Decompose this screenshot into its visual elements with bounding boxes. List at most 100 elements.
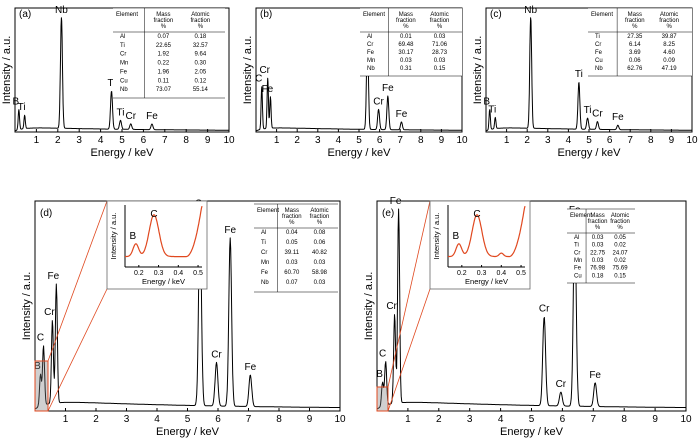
- table-cell: Al: [574, 235, 579, 241]
- table-header: %: [666, 24, 672, 30]
- peak-label: Fe: [396, 109, 408, 120]
- inset-peak-label: C: [473, 209, 480, 220]
- peak-label: Nb: [55, 5, 68, 16]
- peak-label: Fe: [146, 111, 158, 122]
- peak-label: Ti: [18, 102, 26, 113]
- table-cell: 60.70: [284, 270, 300, 276]
- table-cell: 0.22: [158, 61, 170, 67]
- table-cell: 0.01: [400, 34, 412, 40]
- inset-tick-label: 0.3: [154, 270, 164, 277]
- x-tick-label: 5: [586, 135, 592, 146]
- table-header: Atomic: [611, 213, 629, 219]
- zoom-connector: [387, 200, 431, 388]
- spectrum-trace: [34, 213, 340, 410]
- table-cell: Ti: [574, 243, 579, 249]
- table-cell: 1.96: [158, 69, 170, 75]
- table-cell: Mn: [261, 260, 269, 266]
- table-cell: 30.17: [398, 50, 414, 56]
- x-tick-label: 5: [356, 135, 362, 146]
- plot-frame: [376, 200, 687, 412]
- x-tick-label: 4: [498, 414, 504, 425]
- table-cell: 0.02: [614, 258, 626, 264]
- x-tick-label: 6: [141, 135, 147, 146]
- inset-trace: [124, 205, 203, 258]
- peak-label: Cr: [539, 304, 550, 315]
- table-header: Element: [363, 12, 385, 18]
- table-header: Element: [570, 213, 592, 219]
- x-tick-label: 7: [246, 414, 252, 425]
- x-tick-label: 6: [560, 414, 566, 425]
- inset-tick-label: 0.4: [496, 270, 506, 277]
- table-cell: 0.03: [400, 58, 412, 64]
- x-tick-label: 9: [669, 135, 675, 146]
- x-axis-label: Energy / keV: [500, 426, 564, 438]
- table-cell: Al: [367, 34, 372, 40]
- peak-label: Ti: [108, 78, 116, 89]
- table-cell: Fe: [595, 50, 603, 56]
- x-axis-label: Energy / keV: [91, 147, 155, 159]
- zoom-region: [376, 386, 389, 412]
- table-cell: Ti: [595, 34, 600, 40]
- table-header: Mass: [156, 12, 170, 18]
- table-cell: 39.11: [285, 250, 300, 256]
- peak-label: Fe: [244, 362, 256, 373]
- table-header: fraction: [625, 18, 645, 24]
- y-axis-label: Intensity / a.u.: [363, 272, 375, 340]
- table-cell: 0.03: [434, 58, 446, 64]
- inset-peak-label: C: [150, 209, 157, 220]
- table-cell: 22.65: [156, 43, 172, 49]
- y-axis-label: Intensity / a.u.: [21, 272, 33, 340]
- peak-label: Cr: [592, 109, 603, 120]
- peak-label: B: [376, 369, 383, 380]
- table-cell: 73.07: [156, 87, 172, 93]
- table-header: Mass: [628, 12, 642, 18]
- table-header: fraction: [610, 219, 630, 225]
- table-cell: Nb: [595, 66, 603, 72]
- table-header: %: [198, 24, 204, 30]
- table-cell: 24.07: [613, 250, 629, 256]
- table-cell: 0.03: [314, 280, 326, 286]
- table-cell: 22.75: [590, 250, 606, 256]
- table-header: fraction: [310, 214, 330, 220]
- table-header: fraction: [588, 219, 608, 225]
- table-cell: 32.57: [193, 43, 209, 49]
- y-axis-label: Intensity / a.u.: [472, 36, 484, 104]
- x-tick-label: 8: [621, 414, 627, 425]
- spectrum-panel-5: 1 2 3 4 5 6 7 8 9 10 Energy / keV Intensity / a.u. (…: [363, 196, 692, 438]
- table-header: %: [161, 24, 167, 30]
- table-header: Mass: [590, 213, 604, 219]
- inset-trace: [447, 205, 526, 258]
- table-cell: 0.03: [592, 243, 604, 249]
- table-cell: 0.07: [286, 280, 298, 286]
- table-header: Element: [116, 12, 138, 18]
- x-tick-label: 3: [315, 135, 321, 146]
- x-tick-label: 4: [98, 135, 104, 146]
- x-tick-label: 9: [439, 135, 445, 146]
- table-cell: 0.30: [195, 61, 207, 67]
- table-cell: 0.09: [663, 58, 675, 64]
- table-cell: 0.07: [158, 34, 170, 40]
- x-tick-label: 1: [274, 135, 280, 146]
- spectrum-trace: [14, 17, 230, 132]
- table-cell: 47.19: [662, 66, 678, 72]
- table-cell: Al: [261, 230, 266, 236]
- panel-label: (a): [19, 9, 31, 20]
- x-tick-label: 7: [397, 135, 403, 146]
- peak-label: Fe: [382, 83, 394, 94]
- zoom-region: [34, 360, 49, 412]
- panel-label: (e): [382, 208, 394, 219]
- table-header: Element: [257, 208, 279, 214]
- panel-label: (d): [40, 208, 52, 219]
- inset-y-label: Intensity / a.u.: [432, 213, 441, 260]
- peak-label: B: [483, 96, 490, 107]
- spectrum-panel-4: 1 2 3 4 5 6 7 8 9 10 Energy / keV Intensity / a.u. (…: [21, 199, 346, 438]
- table-cell: 0.03: [286, 260, 298, 266]
- table-cell: Cr: [120, 52, 126, 58]
- table-cell: Fe: [367, 50, 375, 56]
- peak-label: Ti: [575, 69, 583, 80]
- x-tick-label: 5: [185, 414, 191, 425]
- inset-tick-label: 0.5: [193, 270, 203, 277]
- table-cell: Cu: [120, 78, 128, 84]
